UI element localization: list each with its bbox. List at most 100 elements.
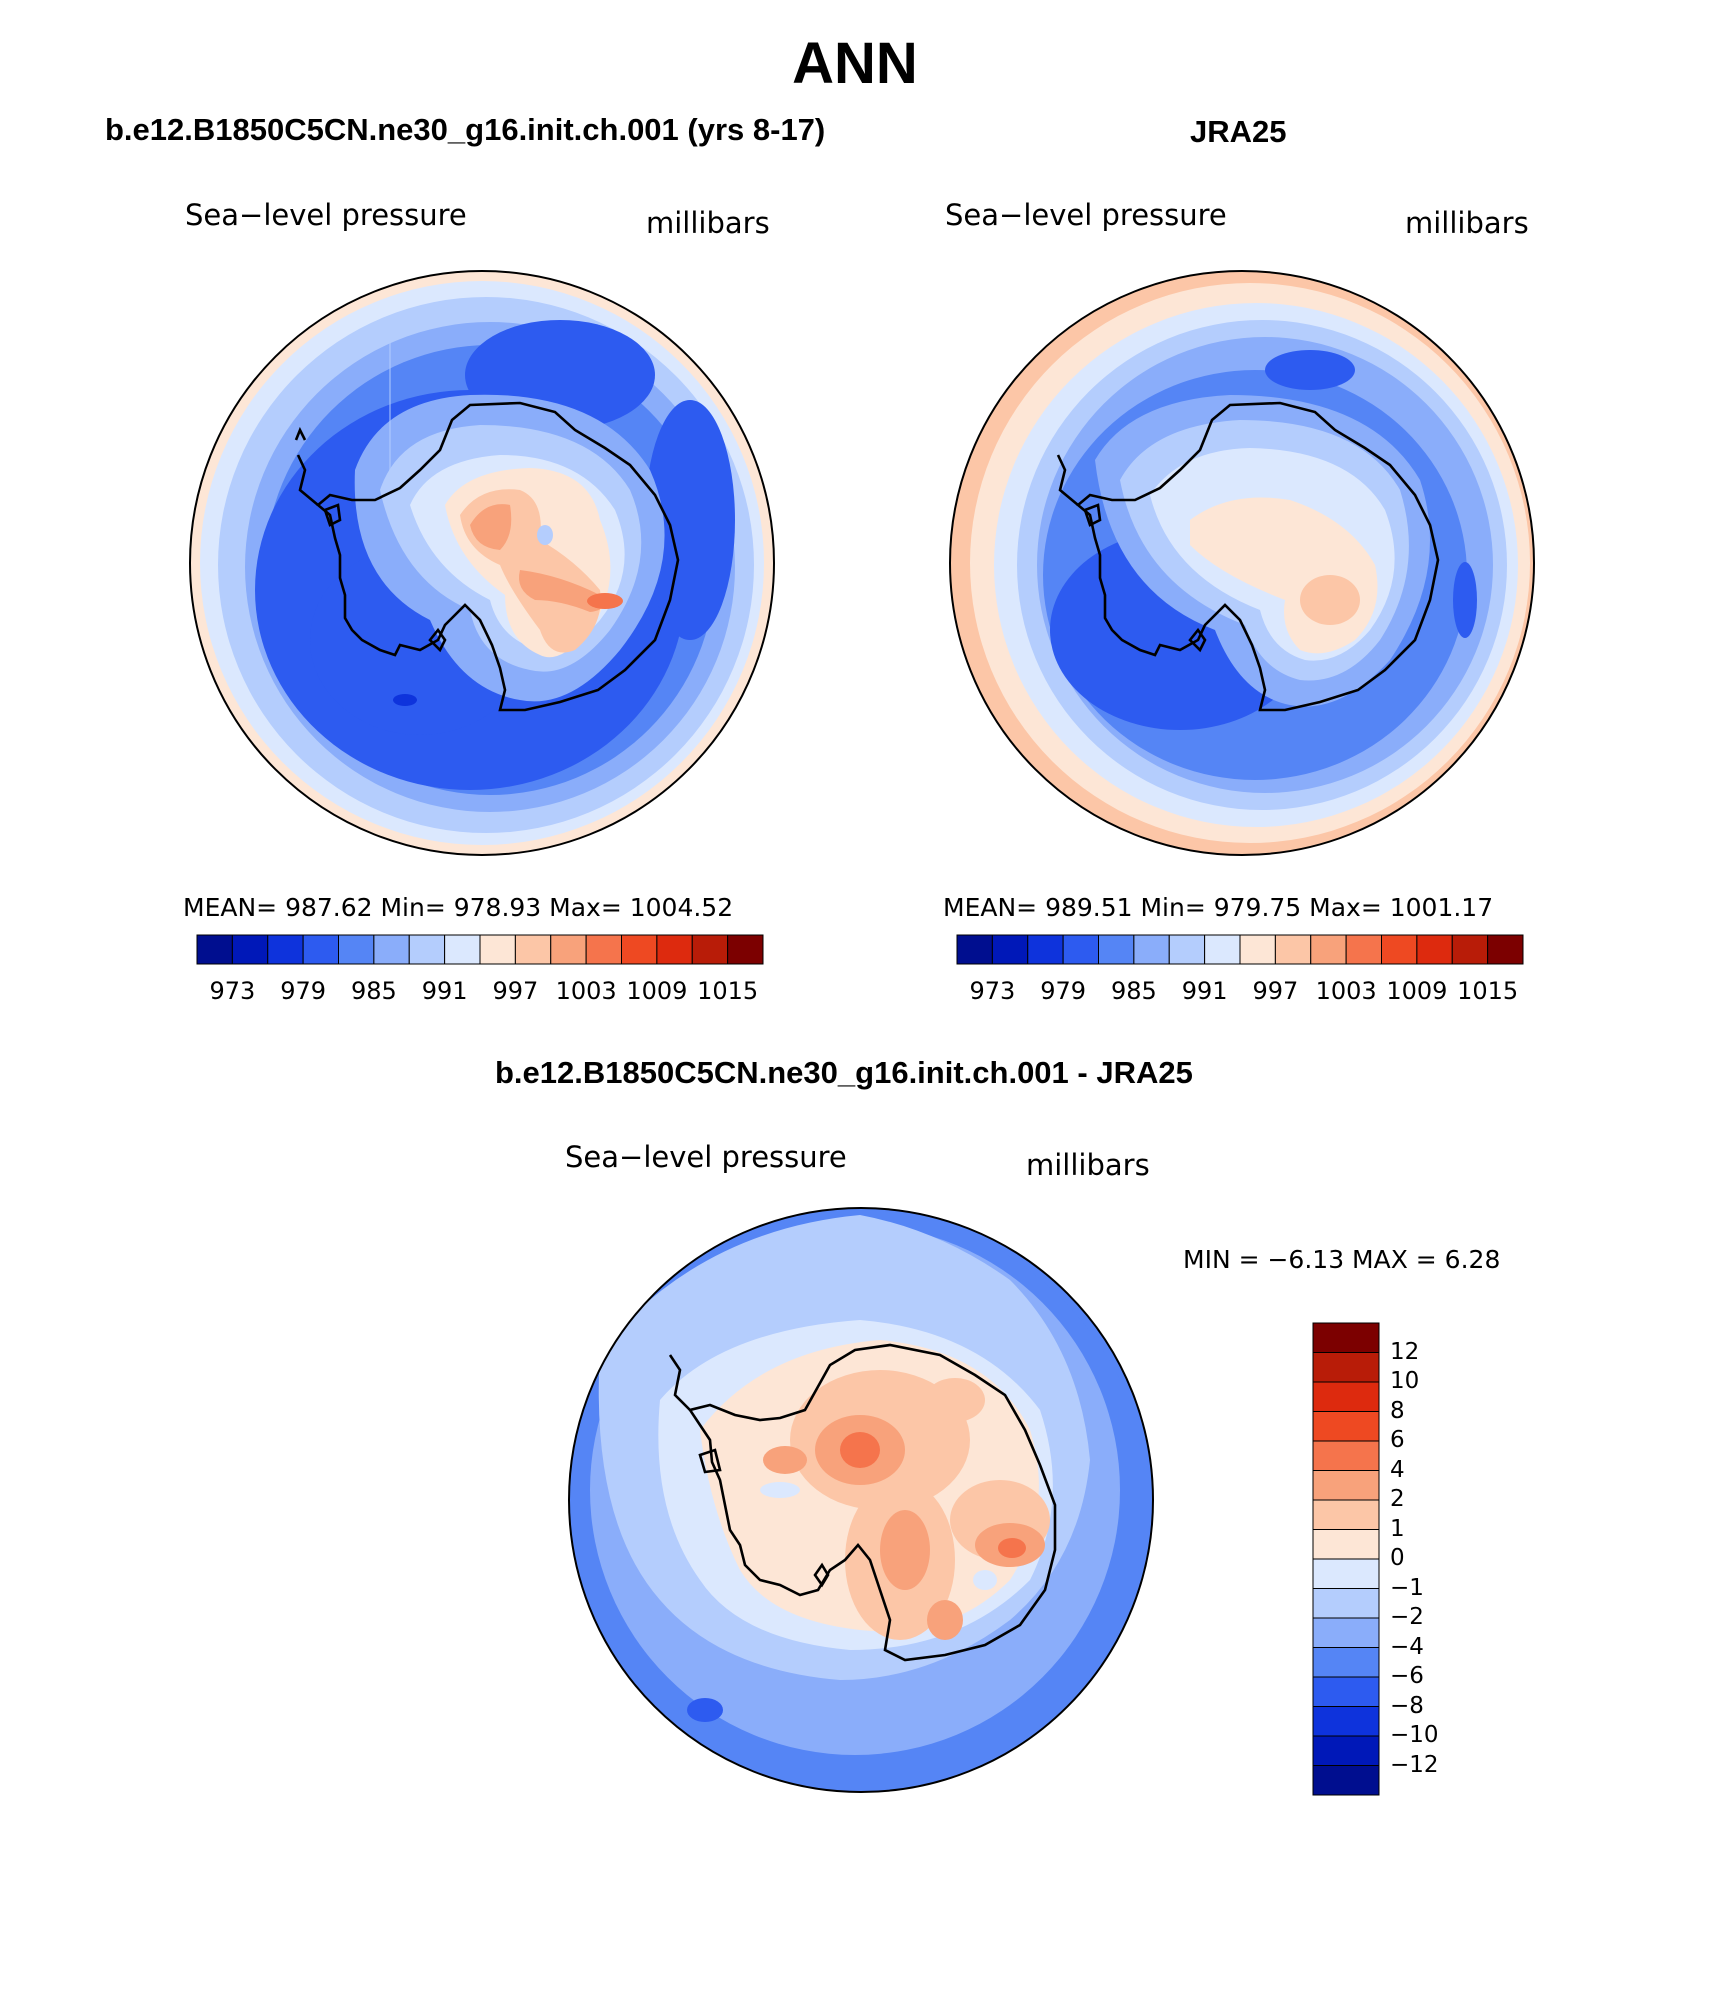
colorbar-tick-label: 1015 xyxy=(1457,977,1519,1005)
diff-units-label: millibars xyxy=(1026,1148,1150,1182)
colorbar-swatch xyxy=(1274,934,1312,965)
diff-antarctica-outline xyxy=(668,1343,1057,1662)
colorbar-swatch xyxy=(408,934,446,965)
colorbar-tick-label: 1003 xyxy=(1315,977,1377,1005)
colorbar-tick-label: 1015 xyxy=(697,977,759,1005)
colorbar-swatch xyxy=(1312,1735,1380,1766)
obs-colorbar xyxy=(956,934,1524,965)
colorbar-swatch xyxy=(1312,1470,1380,1501)
obs-units-label: millibars xyxy=(1405,206,1529,240)
colorbar-tick-label: 991 xyxy=(1181,977,1228,1005)
colorbar-tick-label: 4 xyxy=(1390,1456,1405,1483)
colorbar-swatch xyxy=(1312,1676,1380,1707)
colorbar-swatch xyxy=(1312,1588,1380,1619)
colorbar-swatch xyxy=(1312,1617,1380,1648)
colorbar-tick-label: −8 xyxy=(1390,1692,1424,1719)
colorbar-tick-label: −10 xyxy=(1390,1722,1439,1748)
model-variable-label: Sea−level pressure xyxy=(185,198,467,232)
colorbar-swatch xyxy=(1312,1411,1380,1442)
diff-map-border xyxy=(568,1207,1154,1793)
colorbar-swatch xyxy=(1312,1647,1380,1678)
colorbar-swatch xyxy=(267,934,304,965)
colorbar-tick-label: 985 xyxy=(350,977,397,1005)
colorbar-swatch xyxy=(585,934,622,965)
colorbar-swatch xyxy=(231,934,269,965)
colorbar-tick-label: 985 xyxy=(1110,977,1157,1005)
colorbar-swatch xyxy=(1312,1706,1380,1737)
colorbar-tick-label: 997 xyxy=(1252,977,1299,1005)
colorbar-tick-label: 1 xyxy=(1390,1515,1405,1542)
diff-variable-label: Sea−level pressure xyxy=(565,1140,847,1174)
colorbar-swatch xyxy=(514,934,552,965)
obs-variable-label: Sea−level pressure xyxy=(945,198,1227,232)
colorbar-tick-label: −12 xyxy=(1390,1751,1439,1778)
colorbar-tick-label: 991 xyxy=(421,977,468,1005)
colorbar-tick-label: 1009 xyxy=(626,977,688,1005)
colorbar-tick-label: 6 xyxy=(1390,1427,1405,1453)
colorbar-swatch xyxy=(956,934,993,965)
colorbar-swatch xyxy=(691,934,729,965)
colorbar-tick-label: −6 xyxy=(1390,1663,1424,1689)
colorbar-tick-label: 0 xyxy=(1390,1545,1405,1571)
colorbar-swatch xyxy=(1312,1529,1380,1560)
obs-panel-title: JRA25 xyxy=(1190,114,1287,149)
colorbar-swatch xyxy=(621,934,658,965)
colorbar-swatch xyxy=(1062,934,1099,965)
obs-antarctica-outline xyxy=(1056,401,1440,712)
obs-map xyxy=(950,271,1534,855)
colorbar-tick-label: 979 xyxy=(1040,977,1087,1005)
model-map-border xyxy=(189,270,775,856)
colorbar-tick-label: −1 xyxy=(1390,1574,1424,1601)
colorbar-tick-label: 2 xyxy=(1390,1486,1405,1512)
model-stats: MEAN= 987.62 Min= 978.93 Max= 1004.52 xyxy=(183,893,734,922)
colorbar-swatch xyxy=(656,934,693,965)
model-panel-title: b.e12.B1850C5CN.ne30_g16.init.ch.001 (yr… xyxy=(105,112,826,147)
colorbar-tick-label: 997 xyxy=(492,977,539,1005)
diff-stats: MIN = −6.13 MAX = 6.28 xyxy=(1183,1245,1501,1274)
colorbar-swatch xyxy=(1027,934,1064,965)
colorbar-tick-label: 973 xyxy=(209,977,256,1005)
colorbar-swatch xyxy=(196,934,233,965)
colorbar-tick-label: 1003 xyxy=(555,977,617,1005)
model-map xyxy=(190,271,774,855)
colorbar-tick-label: −4 xyxy=(1390,1633,1424,1660)
colorbar-swatch xyxy=(1168,934,1206,965)
colorbar-swatch xyxy=(479,934,516,965)
colorbar-tick-label: 979 xyxy=(280,977,327,1005)
obs-stats: MEAN= 989.51 Min= 979.75 Max= 1001.17 xyxy=(943,893,1494,922)
colorbar-swatch xyxy=(1312,1765,1380,1796)
diff-panel-title: b.e12.B1850C5CN.ne30_g16.init.ch.001 - J… xyxy=(495,1055,1193,1090)
colorbar-tick-label: 10 xyxy=(1390,1368,1420,1394)
colorbar-tick-label: 973 xyxy=(969,977,1016,1005)
colorbar-swatch xyxy=(1345,934,1382,965)
colorbar-swatch xyxy=(1312,1322,1380,1353)
colorbar-swatch xyxy=(444,934,481,965)
colorbar-tick-label: −2 xyxy=(1390,1604,1424,1630)
colorbar-swatch xyxy=(302,934,339,965)
colorbar-swatch xyxy=(1312,1381,1380,1412)
colorbar-swatch xyxy=(1204,934,1241,965)
colorbar-swatch xyxy=(1451,934,1489,965)
diff-map xyxy=(569,1208,1153,1792)
colorbar-swatch xyxy=(1487,934,1524,965)
colorbar-swatch xyxy=(373,934,410,965)
colorbar-swatch xyxy=(991,934,1029,965)
colorbar-tick-label: 12 xyxy=(1390,1338,1420,1365)
diff-colorbar xyxy=(1312,1322,1380,1796)
colorbar-swatch xyxy=(1312,1499,1380,1530)
colorbar-swatch xyxy=(1312,1440,1380,1471)
colorbar-swatch xyxy=(1312,1558,1380,1589)
colorbar-tick-label: 8 xyxy=(1390,1397,1405,1424)
colorbar-swatch xyxy=(1098,934,1135,965)
colorbar-swatch xyxy=(550,934,587,965)
figure-title: ANN xyxy=(792,31,918,96)
colorbar-swatch xyxy=(727,934,764,965)
model-colorbar xyxy=(196,934,764,965)
colorbar-tick-label: 1009 xyxy=(1386,977,1448,1005)
colorbar-swatch xyxy=(1133,934,1170,965)
colorbar-swatch xyxy=(1310,934,1347,965)
colorbar-swatch xyxy=(1381,934,1418,965)
obs-map-border xyxy=(949,270,1535,856)
colorbar-swatch xyxy=(1312,1352,1380,1383)
